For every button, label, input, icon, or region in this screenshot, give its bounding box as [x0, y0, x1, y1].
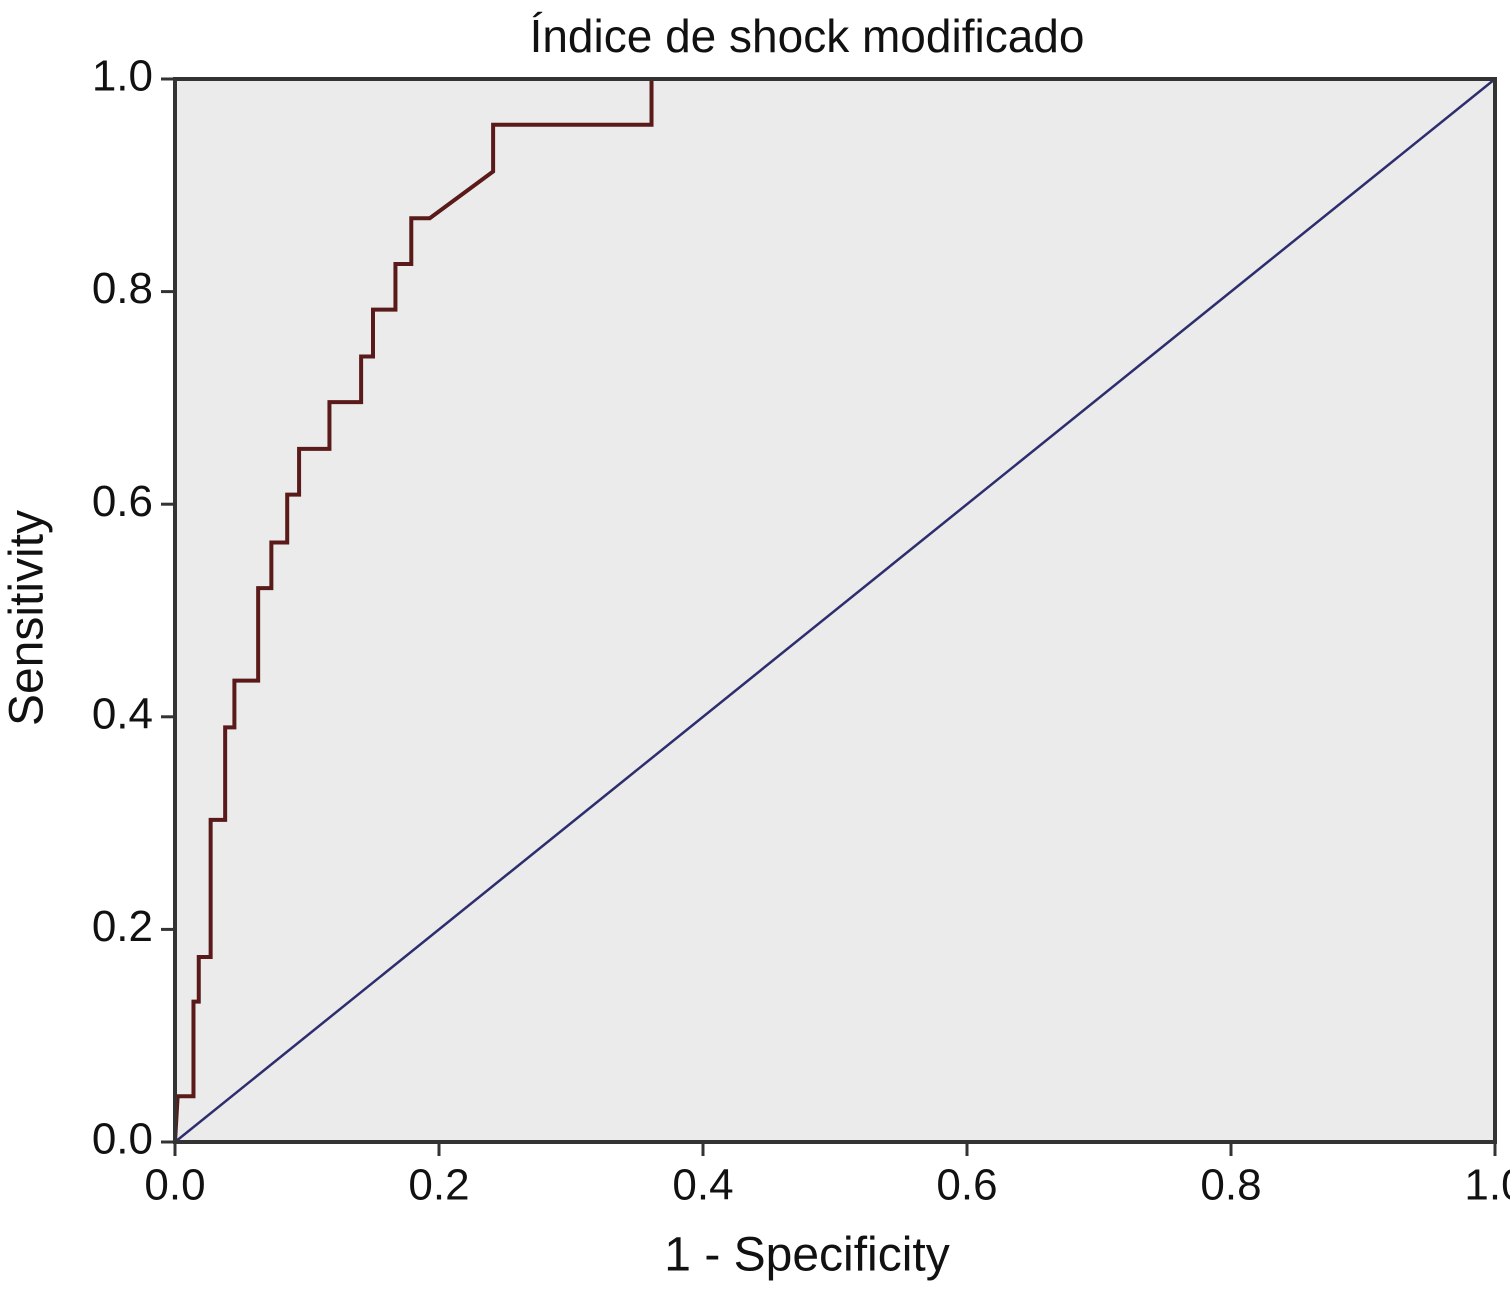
x-tick-label: 0.8 [1200, 1161, 1261, 1210]
x-axis-label: 1 - Specificity [664, 1229, 949, 1282]
y-tick-label: 0.8 [92, 264, 153, 313]
y-tick-label: 0.4 [92, 689, 153, 738]
line-series [173, 77, 1495, 1143]
y-tick-label: 0.2 [92, 902, 153, 951]
x-tick-label: 0.0 [144, 1161, 205, 1210]
y-tick-label: 0.6 [92, 477, 153, 526]
x-tick-label: 0.4 [672, 1161, 733, 1210]
x-tick-label: 0.2 [408, 1161, 469, 1210]
chart-title: Índice de shock modificado [530, 10, 1085, 62]
y-tick-label: 0.0 [92, 1115, 153, 1164]
plot-frame [173, 77, 1497, 1144]
line-series [174, 78, 1496, 1143]
y-tick-label: 1.0 [92, 52, 153, 101]
x-tick-label: 0.6 [936, 1161, 997, 1210]
x-tick-label: 1.0 [1464, 1161, 1510, 1210]
y-axis-label: Sensitivity [1, 510, 54, 726]
